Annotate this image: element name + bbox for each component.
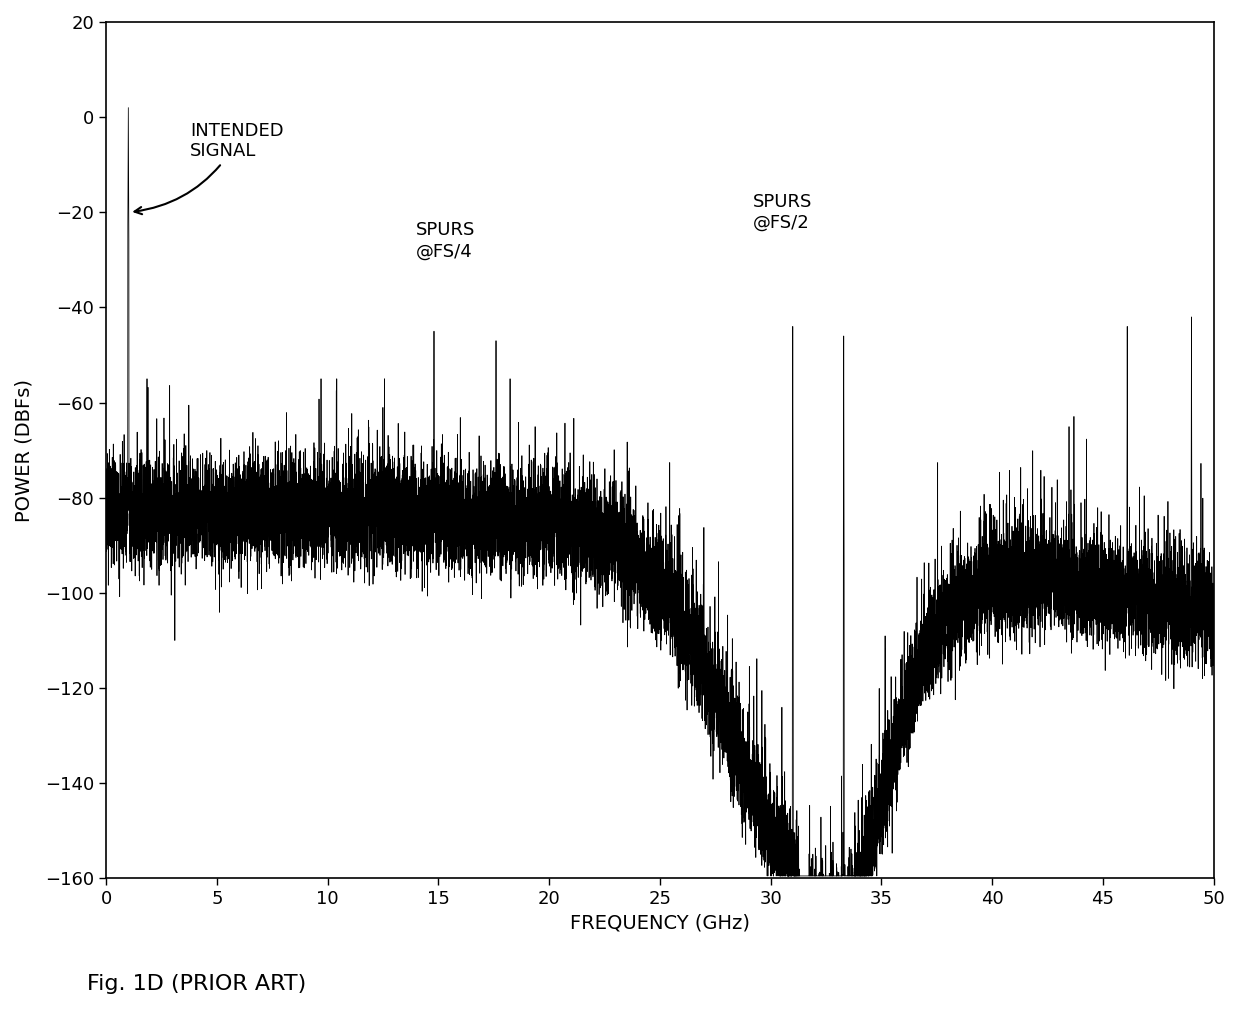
Text: Fig. 1D (PRIOR ART): Fig. 1D (PRIOR ART): [87, 973, 306, 994]
Text: SPURS
@FS/2: SPURS @FS/2: [753, 193, 812, 231]
Y-axis label: POWER (DBFs): POWER (DBFs): [15, 379, 33, 522]
Text: SPURS
@FS/4: SPURS @FS/4: [417, 221, 476, 260]
X-axis label: FREQUENCY (GHz): FREQUENCY (GHz): [570, 914, 750, 932]
Text: INTENDED
SIGNAL: INTENDED SIGNAL: [134, 121, 284, 214]
